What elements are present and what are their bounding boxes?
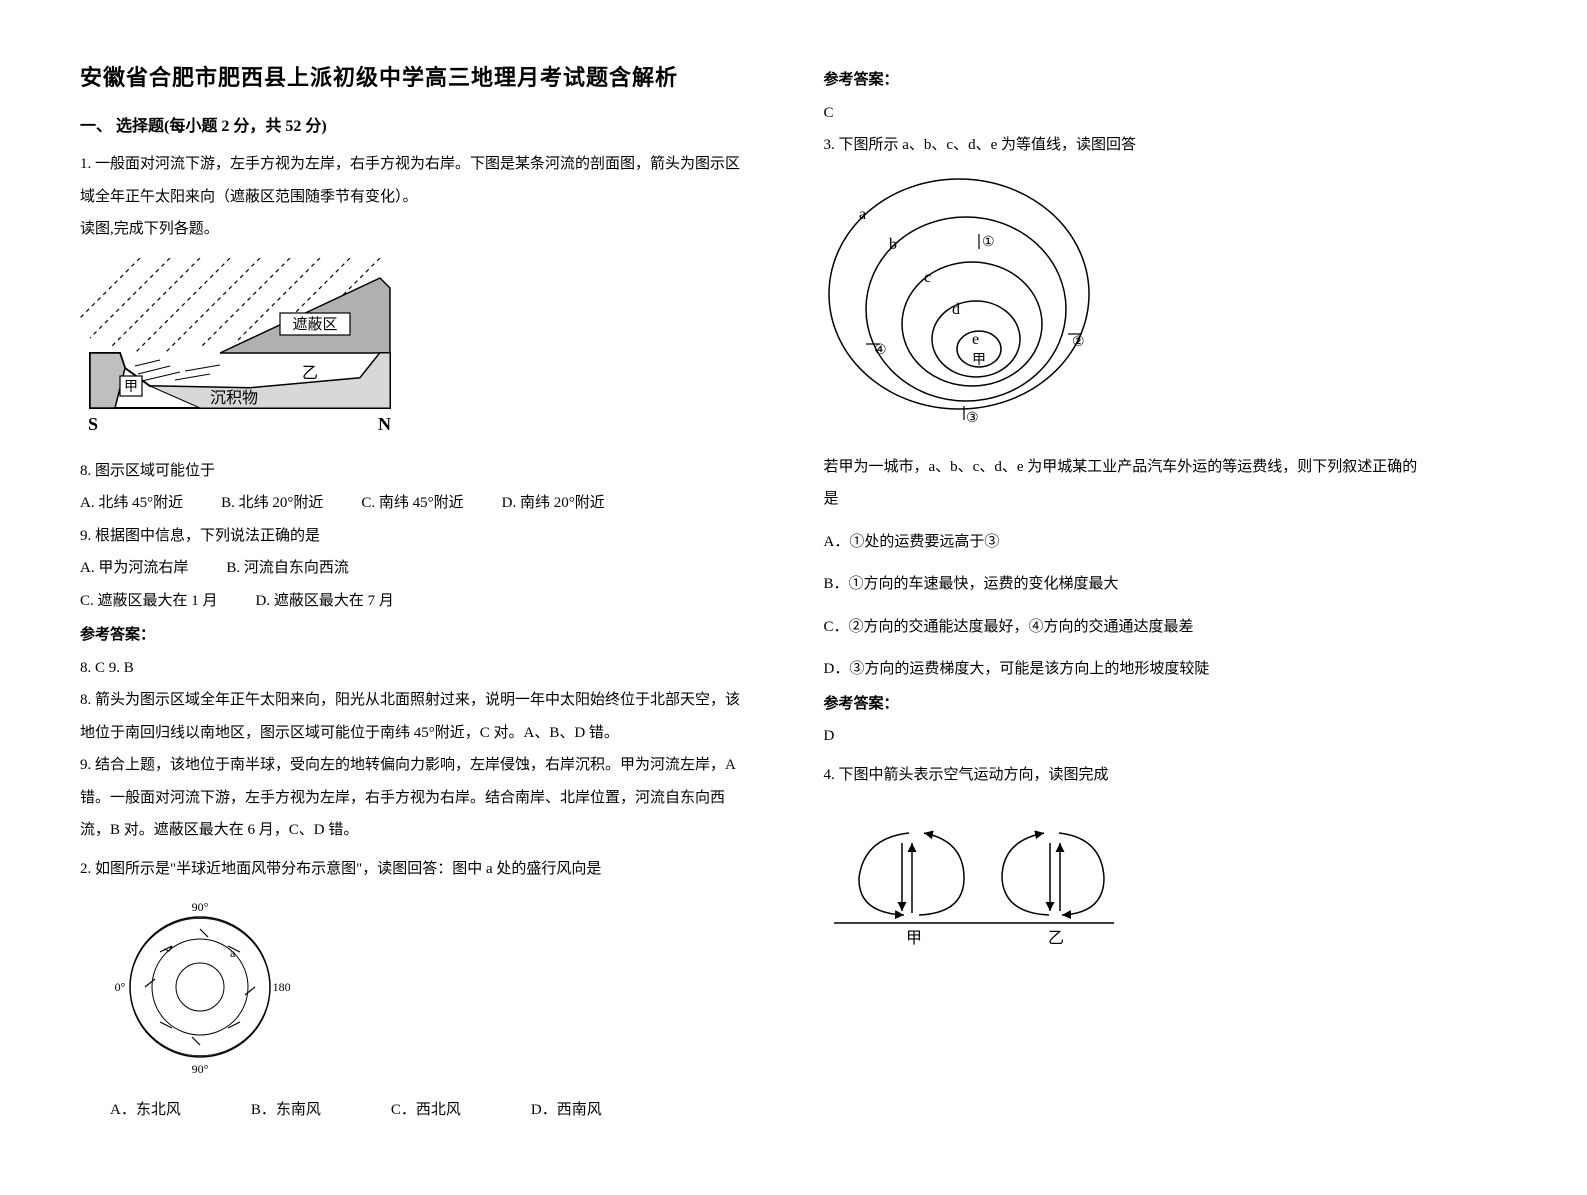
svg-text:S: S bbox=[88, 414, 98, 434]
q1-sub9-options-2: C. 遮蔽区最大在 1 月 D. 遮蔽区最大在 7 月 bbox=[80, 587, 764, 616]
svg-text:④: ④ bbox=[874, 343, 887, 358]
question-4: 4. 下图中箭头表示空气运动方向，读图完成 bbox=[824, 761, 1508, 973]
section-1-heading: 一、 选择题(每小题 2 分，共 52 分) bbox=[80, 112, 764, 136]
option: B. 河流自东向西流 bbox=[226, 554, 349, 583]
svg-text:c: c bbox=[924, 269, 931, 286]
q2-answer: C bbox=[824, 99, 1508, 128]
option: C. 南纬 45°附近 bbox=[361, 489, 463, 518]
q3-figure: a b c d e 甲 ① ② ③ ④ bbox=[824, 174, 1124, 434]
option: B．①方向的车速最快，运费的变化梯度最大 bbox=[824, 570, 1508, 599]
q1-sub9-options: A. 甲为河流右岸 B. 河流自东向西流 bbox=[80, 554, 764, 583]
q3-stem2-line: 是 bbox=[824, 485, 1508, 514]
svg-text:90°: 90° bbox=[192, 900, 209, 914]
svg-text:②: ② bbox=[1072, 335, 1085, 350]
svg-text:乙: 乙 bbox=[1048, 930, 1064, 947]
option: A．①处的运费要远高于③ bbox=[824, 528, 1508, 557]
q1-sub9: 9. 根据图中信息，下列说法正确的是 bbox=[80, 522, 764, 551]
svg-text:乙: 乙 bbox=[302, 365, 318, 382]
svg-text:遮蔽区: 遮蔽区 bbox=[292, 316, 337, 333]
q1-explanation-line: 错。一般面对河流下游，左手方视为左岸，右手方视为右岸。结合南岸、北岸位置，河流自… bbox=[80, 784, 764, 813]
q2-answer-label: 参考答案： bbox=[824, 66, 1508, 95]
q3-answer-label: 参考答案： bbox=[824, 690, 1508, 719]
svg-text:甲: 甲 bbox=[972, 353, 986, 368]
q1-stem-line: 读图,完成下列各题。 bbox=[80, 215, 764, 244]
svg-text:d: d bbox=[952, 301, 960, 318]
left-column: 安徽省合肥市肥西县上派初级中学高三地理月考试题含解析 一、 选择题(每小题 2 … bbox=[80, 60, 764, 1135]
question-2: 2. 如图所示是"半球近地面风带分布示意图"，读图回答：图中 a 处的盛行风向是 bbox=[80, 855, 764, 1125]
q1-stem-line: 1. 一般面对河流下游，左手方视为左岸，右手方视为右岸。下图是某条河流的剖面图，… bbox=[80, 150, 764, 179]
q1-figure: 甲 乙 遮蔽区 沉积物 S N bbox=[80, 258, 400, 438]
option: D．③方向的运费梯度大，可能是该方向上的地形坡度较陡 bbox=[824, 655, 1508, 684]
question-1: 1. 一般面对河流下游，左手方视为左岸，右手方视为右岸。下图是某条河流的剖面图，… bbox=[80, 150, 764, 845]
svg-text:a: a bbox=[859, 206, 866, 223]
q1-sub8: 8. 图示区域可能位于 bbox=[80, 457, 764, 486]
option: C. 遮蔽区最大在 1 月 bbox=[80, 587, 218, 616]
svg-text:a: a bbox=[230, 946, 236, 960]
question-3: 3. 下图所示 a、b、c、d、e 为等值线，读图回答 bbox=[824, 131, 1508, 751]
svg-text:甲: 甲 bbox=[124, 380, 138, 395]
svg-text:甲: 甲 bbox=[906, 930, 922, 947]
svg-text:e: e bbox=[972, 331, 979, 348]
option: A. 甲为河流右岸 bbox=[80, 554, 188, 583]
option: D．西南风 bbox=[531, 1096, 602, 1125]
q1-explanation-line: 8. 箭头为图示区域全年正午太阳来向，阳光从北面照射过来，说明一年中太阳始终位于… bbox=[80, 686, 764, 715]
svg-text:③: ③ bbox=[966, 411, 979, 426]
q2-stem: 2. 如图所示是"半球近地面风带分布示意图"，读图回答：图中 a 处的盛行风向是 bbox=[80, 855, 764, 884]
option: B. 北纬 20°附近 bbox=[221, 489, 323, 518]
document-title: 安徽省合肥市肥西县上派初级中学高三地理月考试题含解析 bbox=[80, 60, 764, 92]
option: A. 北纬 45°附近 bbox=[80, 489, 183, 518]
q1-sub8-options: A. 北纬 45°附近 B. 北纬 20°附近 C. 南纬 45°附近 D. 南… bbox=[80, 489, 764, 518]
answer-label: 参考答案： bbox=[80, 621, 764, 650]
option: C．②方向的交通能达度最好，④方向的交通通达度最差 bbox=[824, 613, 1508, 642]
svg-text:b: b bbox=[889, 236, 897, 253]
q1-explanation-line: 地位于南回归线以南地区，图示区域可能位于南纬 45°附近，C 对。A、B、D 错… bbox=[80, 719, 764, 748]
q2-figure: 90° 0° 180° 90° a bbox=[110, 897, 290, 1077]
q4-figure: 甲 乙 bbox=[824, 803, 1124, 953]
q1-explanation-line: 9. 结合上题，该地位于南半球，受向左的地转偏向力影响，左岸侵蚀，右岸沉积。甲为… bbox=[80, 751, 764, 780]
q3-stem: 3. 下图所示 a、b、c、d、e 为等值线，读图回答 bbox=[824, 131, 1508, 160]
svg-text:90°: 90° bbox=[192, 1062, 209, 1076]
option: D. 遮蔽区最大在 7 月 bbox=[256, 587, 394, 616]
svg-text:180°: 180° bbox=[273, 980, 290, 994]
option: A．东北风 bbox=[110, 1096, 181, 1125]
option: B．东南风 bbox=[251, 1096, 321, 1125]
option: C．西北风 bbox=[391, 1096, 461, 1125]
svg-text:①: ① bbox=[982, 235, 995, 250]
q1-explanation-line: 流，B 对。遮蔽区最大在 6 月，C、D 错。 bbox=[80, 816, 764, 845]
svg-text:N: N bbox=[378, 414, 391, 434]
page: 安徽省合肥市肥西县上派初级中学高三地理月考试题含解析 一、 选择题(每小题 2 … bbox=[80, 60, 1507, 1135]
q3-answer: D bbox=[824, 722, 1508, 751]
q1-answer: 8. C 9. B bbox=[80, 654, 764, 683]
svg-text:0°: 0° bbox=[115, 980, 126, 994]
right-column: 参考答案： C 3. 下图所示 a、b、c、d、e 为等值线，读图回答 bbox=[824, 60, 1508, 1135]
q4-stem: 4. 下图中箭头表示空气运动方向，读图完成 bbox=[824, 761, 1508, 790]
q2-options: A．东北风 B．东南风 C．西北风 D．西南风 bbox=[80, 1096, 764, 1125]
svg-text:沉积物: 沉积物 bbox=[210, 389, 258, 407]
q1-stem-line: 域全年正午太阳来向（遮蔽区范围随季节有变化）。 bbox=[80, 183, 764, 212]
q3-stem2-line: 若甲为一城市，a、b、c、d、e 为甲城某工业产品汽车外运的等运费线，则下列叙述… bbox=[824, 453, 1508, 482]
option: D. 南纬 20°附近 bbox=[502, 489, 605, 518]
